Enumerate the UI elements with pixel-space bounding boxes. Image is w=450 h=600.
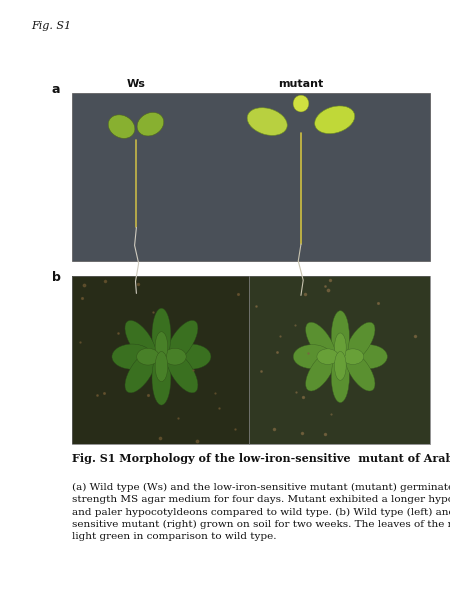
Ellipse shape (315, 106, 355, 134)
Ellipse shape (166, 351, 198, 393)
Bar (72, 276, 430, 444)
Bar (72, 93, 430, 261)
Ellipse shape (293, 344, 332, 368)
Text: Fig. S1: Fig. S1 (32, 21, 72, 31)
Bar (249, 276, 430, 444)
Text: Fig. S1 Morphology of the low-iron-sensitive  mutant of Arabidopsis.: Fig. S1 Morphology of the low-iron-sensi… (72, 453, 450, 464)
Text: mutant: mutant (279, 79, 324, 89)
Ellipse shape (349, 344, 387, 368)
Ellipse shape (152, 351, 171, 405)
Text: a: a (52, 83, 60, 96)
Ellipse shape (345, 351, 375, 391)
Ellipse shape (306, 322, 336, 362)
Ellipse shape (171, 344, 211, 369)
Ellipse shape (155, 332, 168, 362)
Ellipse shape (125, 351, 157, 393)
Ellipse shape (137, 348, 159, 365)
Text: b: b (52, 271, 61, 284)
Ellipse shape (342, 349, 364, 364)
Ellipse shape (293, 95, 309, 112)
Ellipse shape (137, 112, 164, 136)
Ellipse shape (345, 322, 375, 362)
Ellipse shape (125, 320, 157, 362)
Ellipse shape (306, 351, 336, 391)
Ellipse shape (331, 311, 349, 362)
Ellipse shape (331, 352, 349, 403)
Ellipse shape (247, 108, 287, 136)
Ellipse shape (112, 344, 153, 369)
Ellipse shape (166, 320, 198, 362)
Ellipse shape (108, 115, 135, 139)
Text: (a) Wild type (Ws) and the low-iron-sensitive mutant (mutant) germinated on one-: (a) Wild type (Ws) and the low-iron-sens… (72, 483, 450, 541)
Text: Ws: Ws (127, 79, 146, 89)
Bar (72, 276, 249, 444)
Ellipse shape (334, 352, 346, 380)
Ellipse shape (152, 308, 171, 362)
Ellipse shape (155, 352, 168, 382)
Ellipse shape (334, 333, 346, 362)
Ellipse shape (317, 349, 338, 364)
Ellipse shape (164, 348, 186, 365)
